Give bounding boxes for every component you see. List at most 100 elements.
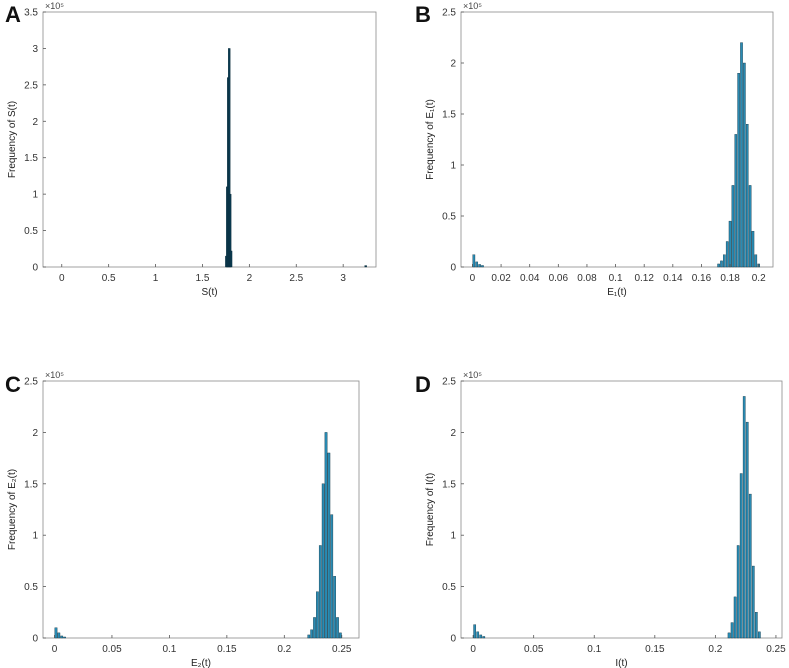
histogram-bar bbox=[740, 42, 743, 268]
y-tick-label: 1.5 bbox=[442, 479, 456, 490]
y-tick-label: 0.5 bbox=[24, 582, 38, 593]
y-tick-label: 2 bbox=[32, 117, 38, 128]
histogram-bar bbox=[731, 185, 735, 268]
histogram-bar bbox=[476, 631, 480, 639]
histogram-bar bbox=[720, 260, 723, 268]
x-tick-label: 0.02 bbox=[491, 273, 511, 284]
y-tick-label: 2.5 bbox=[442, 8, 456, 19]
x-axis-title: E₂(t) bbox=[191, 658, 211, 668]
histogram-bar bbox=[478, 264, 481, 268]
histogram-bar bbox=[57, 632, 61, 639]
histogram-bar bbox=[339, 632, 342, 639]
histogram-bar bbox=[324, 432, 328, 639]
y-tick-label: 2 bbox=[450, 428, 456, 439]
x-tick-label: 0.16 bbox=[692, 273, 712, 284]
histogram-bar bbox=[742, 396, 746, 639]
x-tick-label: 0.2 bbox=[752, 273, 766, 284]
panel-c: C 0 0.05 0.1 0.15 0.2 0.25 0 0.5 1 1.5 2 2.5 ×10⁵ E₂(t… bbox=[5, 370, 360, 668]
histogram-bar bbox=[307, 634, 311, 639]
x-tick-label: 0.05 bbox=[102, 644, 122, 655]
histogram-bar bbox=[730, 622, 734, 639]
y-tick-label: 2 bbox=[32, 428, 38, 439]
histogram-bar bbox=[475, 261, 479, 268]
x-axis-title: E₁(t) bbox=[607, 287, 626, 298]
histogram-bar bbox=[330, 514, 334, 639]
histogram-bar bbox=[733, 596, 737, 639]
y-tick-label: 1 bbox=[32, 190, 38, 201]
plot-frame bbox=[42, 380, 360, 639]
histogram-bar bbox=[736, 545, 740, 639]
x-tick-label: 0.05 bbox=[524, 644, 544, 655]
histogram-bar bbox=[743, 62, 746, 268]
histogram-bar bbox=[737, 73, 740, 268]
histogram-bar bbox=[481, 265, 484, 268]
histogram-bar bbox=[333, 576, 336, 639]
histogram-bar bbox=[725, 241, 729, 268]
histogram-bar bbox=[310, 629, 313, 639]
plot-frame bbox=[460, 380, 783, 639]
histogram-bar bbox=[321, 483, 325, 639]
y-multiplier-label: ×10⁵ bbox=[45, 370, 64, 380]
y-axis-title: Frequency of I(t) bbox=[425, 473, 436, 546]
y-tick-label: 0 bbox=[450, 634, 456, 645]
x-tick-label: 0.1 bbox=[609, 273, 623, 284]
y-tick-label: 2.5 bbox=[24, 377, 38, 388]
histogram-bar bbox=[754, 254, 758, 268]
y-tick-label: 2 bbox=[450, 59, 456, 70]
x-tick-label: 0.06 bbox=[549, 273, 569, 284]
panel-letter: B bbox=[415, 2, 431, 27]
panel-letter: D bbox=[415, 372, 431, 397]
y-multiplier-label: ×10⁵ bbox=[45, 1, 64, 11]
x-tick-label: 2.5 bbox=[289, 273, 303, 284]
y-tick-label: 1.5 bbox=[24, 153, 38, 164]
y-tick-label: 2.5 bbox=[24, 80, 38, 91]
histogram-bar bbox=[751, 565, 755, 639]
x-tick-label: 0.14 bbox=[663, 273, 683, 284]
histogram-bar bbox=[63, 636, 66, 639]
histogram-bar bbox=[313, 617, 316, 639]
y-tick-label: 2.5 bbox=[442, 377, 456, 388]
y-tick-label: 1 bbox=[32, 531, 38, 542]
y-axis-title: Frequency of E₁(t) bbox=[425, 99, 436, 180]
histogram-bar bbox=[336, 617, 339, 639]
histogram-bar bbox=[754, 612, 758, 639]
x-tick-label: 0.1 bbox=[587, 644, 601, 655]
x-tick-label: 0.12 bbox=[634, 273, 654, 284]
x-tick-label: 0 bbox=[52, 644, 58, 655]
x-tick-label: 0 bbox=[470, 644, 476, 655]
histogram-bar bbox=[54, 627, 58, 639]
x-tick-label: 0.2 bbox=[277, 644, 291, 655]
x-tick-label: 0.08 bbox=[577, 273, 597, 284]
y-tick-label: 0 bbox=[32, 634, 38, 645]
histogram-bar bbox=[745, 421, 749, 639]
panel-letter: C bbox=[5, 372, 21, 397]
x-tick-label: 0 bbox=[59, 273, 65, 284]
x-tick-label: 0.18 bbox=[720, 273, 740, 284]
y-axis-title: Frequency of E₂(t) bbox=[7, 469, 18, 550]
x-axis-title: S(t) bbox=[201, 287, 217, 298]
x-tick-label: 0.15 bbox=[217, 644, 237, 655]
histogram-bar bbox=[316, 591, 319, 639]
histogram-bar bbox=[727, 632, 731, 639]
x-tick-label: 0.25 bbox=[766, 644, 786, 655]
y-tick-label: 1 bbox=[450, 531, 456, 542]
y-multiplier-label: ×10⁵ bbox=[463, 1, 482, 11]
histogram-bar bbox=[758, 631, 761, 639]
histogram-bar bbox=[745, 124, 749, 268]
histogram-bar bbox=[479, 634, 483, 639]
x-tick-label: 0.15 bbox=[645, 644, 665, 655]
histogram-bar bbox=[482, 636, 486, 639]
histogram-bar bbox=[364, 265, 367, 268]
x-tick-label: 0.04 bbox=[520, 273, 540, 284]
histogram-bar bbox=[229, 250, 233, 268]
y-tick-label: 0.5 bbox=[24, 226, 38, 237]
histogram-bar bbox=[318, 545, 322, 639]
x-tick-label: 0 bbox=[470, 273, 476, 284]
y-tick-label: 1.5 bbox=[442, 110, 456, 121]
x-axis-title: I(t) bbox=[615, 658, 627, 668]
panel-a: A 0 0.5 1 1.5 2 2.5 3 0 0.5 1 1.5 2 2.5 3 3.5 ×10⁵ S(t) Fr… bbox=[5, 1, 377, 298]
histogram-bar bbox=[728, 220, 732, 268]
x-tick-label: 1.5 bbox=[196, 273, 210, 284]
histogram-bar bbox=[473, 624, 477, 639]
